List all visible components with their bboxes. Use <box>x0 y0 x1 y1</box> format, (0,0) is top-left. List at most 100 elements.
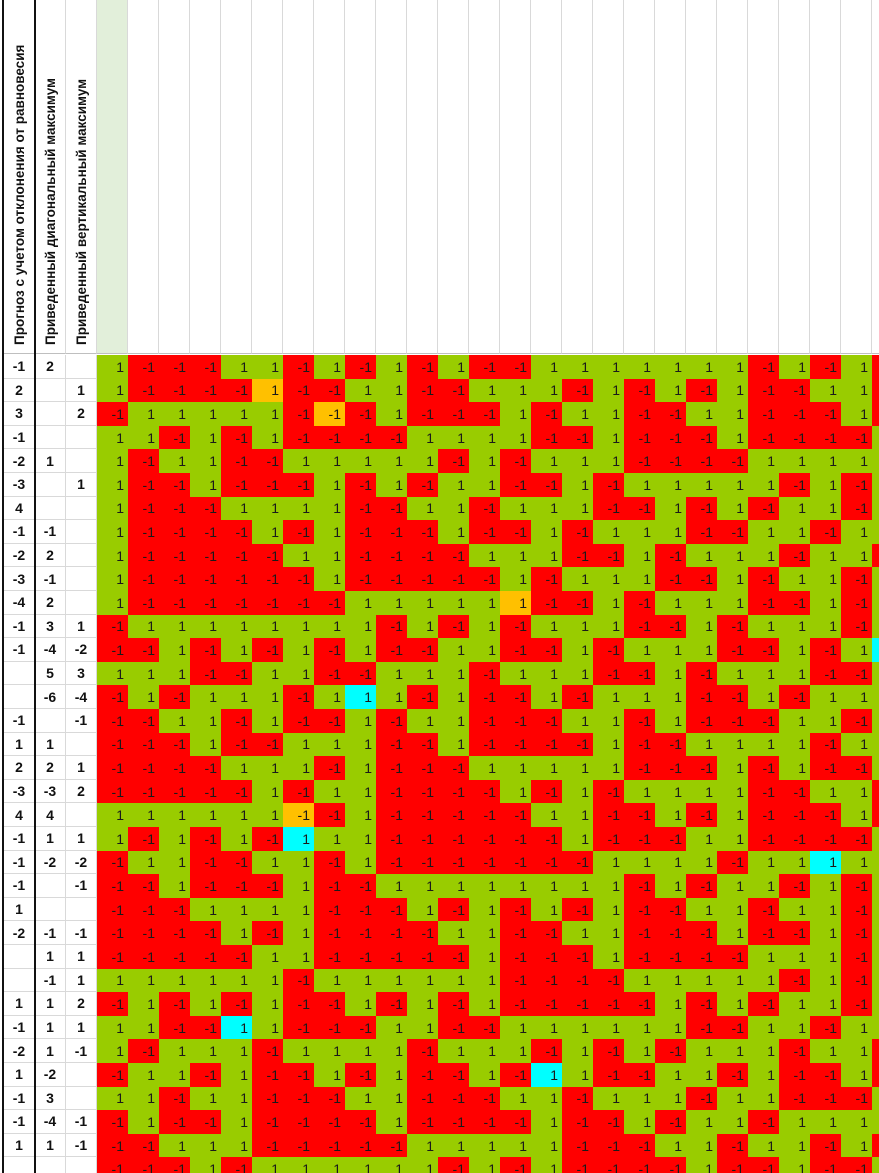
data-cell[interactable]: 1 <box>841 1133 872 1158</box>
data-cell[interactable]: -1 <box>376 827 407 851</box>
data-cell[interactable]: -1 <box>748 756 779 780</box>
data-cell[interactable]: -1 <box>438 1086 469 1111</box>
data-cell[interactable]: -1 <box>810 402 841 426</box>
data-cell[interactable]: -1 <box>748 378 779 403</box>
data-cell[interactable]: -1 <box>593 661 624 686</box>
data-cell[interactable]: 1 <box>686 1110 717 1134</box>
data-cell[interactable]: 1 <box>655 874 686 898</box>
data-cell[interactable]: 1 <box>128 1086 159 1111</box>
data-cell[interactable]: -1 <box>407 402 438 426</box>
data-cell[interactable]: 1 <box>469 543 500 568</box>
data-cell[interactable]: 1 <box>531 1015 562 1040</box>
data-cell[interactable]: 1 <box>407 1133 438 1158</box>
data-cell[interactable]: 1 <box>779 449 810 473</box>
data-cell[interactable]: -1 <box>624 992 655 1016</box>
data-cell[interactable]: -1 <box>562 732 593 757</box>
data-cell[interactable]: 1 <box>841 803 872 827</box>
data-cell[interactable]: -1 <box>283 685 314 709</box>
data-cell[interactable]: -1 <box>779 425 810 450</box>
data-cell[interactable]: -1 <box>562 1133 593 1158</box>
data-cell[interactable]: -1 <box>283 968 314 993</box>
column-header[interactable]: Приведенный диагональный максимум <box>35 0 66 354</box>
data-cell[interactable]: -1 <box>624 591 655 615</box>
data-cell[interactable]: 1 <box>469 591 500 615</box>
diagonal-max-cell[interactable] <box>35 378 66 403</box>
data-cell[interactable]: 1 <box>779 567 810 591</box>
data-cell[interactable]: 1 <box>500 756 531 780</box>
data-cell[interactable]: 1 <box>252 1157 283 1173</box>
data-cell[interactable]: 1 <box>810 614 841 639</box>
data-cell[interactable]: 1 <box>531 614 562 639</box>
data-cell[interactable]: 1 <box>283 756 314 780</box>
data-cell[interactable]: 1 <box>655 968 686 993</box>
data-cell[interactable]: -1 <box>748 827 779 851</box>
vertical-max-cell[interactable] <box>66 1086 97 1111</box>
data-cell[interactable]: -1 <box>562 945 593 969</box>
data-cell[interactable]: -1 <box>345 661 376 686</box>
data-cell[interactable]: -1 <box>314 1015 345 1040</box>
forecast-cell[interactable]: -1 <box>4 638 35 662</box>
data-cell[interactable]: -1 <box>531 638 562 662</box>
data-cell[interactable]: 1 <box>593 756 624 780</box>
data-cell[interactable]: -1 <box>190 945 221 969</box>
data-cell[interactable]: 1 <box>345 992 376 1016</box>
data-cell[interactable]: 1 <box>252 496 283 521</box>
data-cell[interactable]: 1 <box>748 1015 779 1040</box>
data-cell[interactable]: -1 <box>190 779 221 804</box>
data-cell[interactable]: 1 <box>593 355 624 379</box>
data-cell[interactable]: 1 <box>345 1157 376 1173</box>
data-cell[interactable]: 1 <box>655 803 686 827</box>
forecast-cell[interactable]: -1 <box>4 709 35 733</box>
data-cell[interactable]: -1 <box>407 1110 438 1134</box>
data-cell[interactable]: 1 <box>438 520 469 544</box>
forecast-cell[interactable]: -1 <box>4 850 35 875</box>
forecast-cell[interactable]: -2 <box>4 1039 35 1063</box>
data-cell[interactable]: 1 <box>841 378 872 403</box>
data-cell[interactable]: 1 <box>655 591 686 615</box>
vertical-max-cell[interactable] <box>66 1063 97 1087</box>
data-cell[interactable]: 1 <box>655 1063 686 1087</box>
data-cell[interactable]: 1 <box>593 567 624 591</box>
data-cell[interactable]: -1 <box>686 520 717 544</box>
data-cell[interactable]: -1 <box>531 591 562 615</box>
data-cell[interactable]: -1 <box>748 779 779 804</box>
data-cell[interactable]: 1 <box>717 803 748 827</box>
data-cell[interactable]: 1 <box>841 355 872 379</box>
data-cell[interactable]: -1 <box>314 591 345 615</box>
data-cell[interactable]: 1 <box>624 638 655 662</box>
data-cell[interactable]: -1 <box>593 779 624 804</box>
data-cell[interactable]: -1 <box>686 945 717 969</box>
data-cell[interactable]: 1 <box>655 355 686 379</box>
data-cell[interactable]: 1 <box>469 756 500 780</box>
data-cell[interactable]: -1 <box>128 827 159 851</box>
column-header-empty[interactable] <box>531 0 562 354</box>
data-cell[interactable]: 1 <box>779 638 810 662</box>
data-cell[interactable]: -1 <box>469 779 500 804</box>
data-cell[interactable]: 1 <box>252 614 283 639</box>
data-cell[interactable]: -1 <box>562 968 593 993</box>
data-cell[interactable]: -1 <box>438 1157 469 1173</box>
data-cell[interactable]: 1 <box>500 1015 531 1040</box>
data-cell[interactable]: -1 <box>283 425 314 450</box>
data-cell[interactable]: -1 <box>314 1086 345 1111</box>
data-cell[interactable]: 1 <box>97 661 128 686</box>
vertical-max-cell[interactable]: 2 <box>66 992 97 1016</box>
data-cell[interactable]: -1 <box>345 496 376 521</box>
data-cell[interactable]: -1 <box>314 897 345 922</box>
data-cell[interactable]: 1 <box>283 496 314 521</box>
data-cell[interactable]: -1 <box>562 425 593 450</box>
data-cell[interactable]: -1 <box>717 1015 748 1040</box>
diagonal-max-cell[interactable]: -2 <box>35 1063 66 1087</box>
data-cell[interactable]: -1 <box>593 473 624 497</box>
data-cell[interactable]: 1 <box>438 685 469 709</box>
data-cell[interactable]: -1 <box>159 473 190 497</box>
column-header-empty[interactable] <box>655 0 686 354</box>
data-cell[interactable]: 1 <box>469 449 500 473</box>
data-cell[interactable]: 1 <box>221 355 252 379</box>
data-cell[interactable]: -1 <box>810 425 841 450</box>
data-cell[interactable]: -1 <box>717 1133 748 1158</box>
data-cell[interactable]: -1 <box>97 1157 128 1173</box>
data-cell[interactable]: -1 <box>717 614 748 639</box>
data-cell[interactable]: 1 <box>407 661 438 686</box>
data-cell[interactable]: 1 <box>779 355 810 379</box>
